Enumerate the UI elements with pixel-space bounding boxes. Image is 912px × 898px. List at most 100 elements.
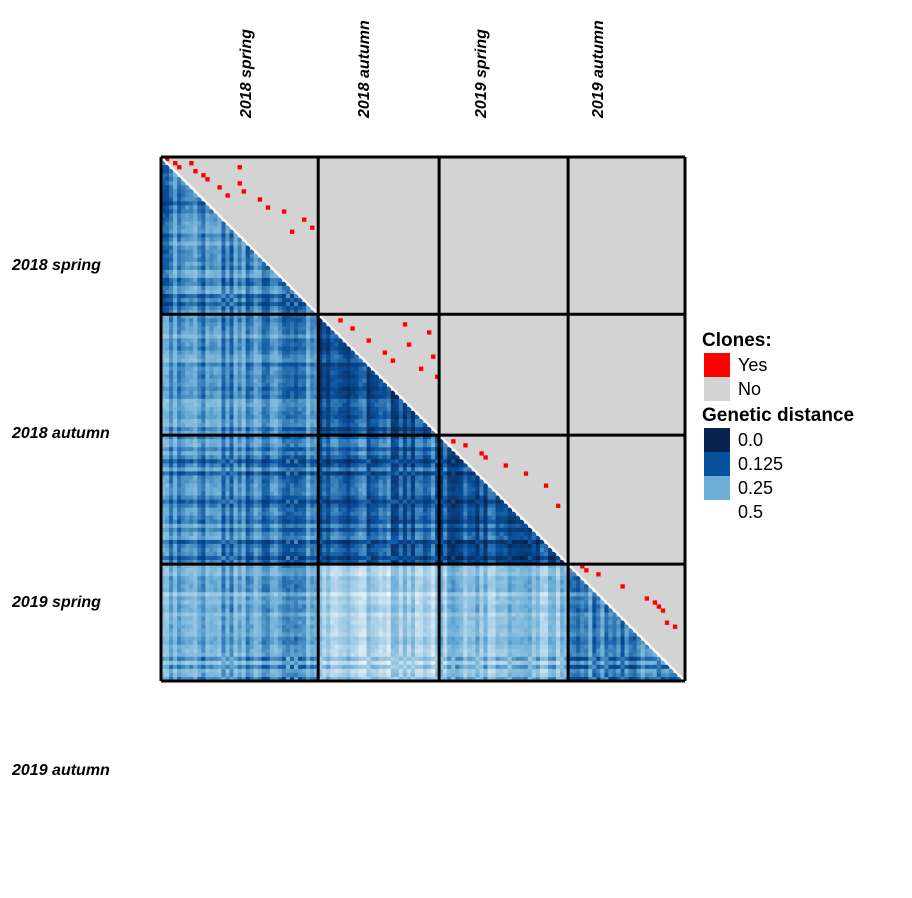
- distance-cell: [354, 366, 359, 371]
- distance-cell: [173, 535, 178, 541]
- distance-cell: [306, 382, 311, 388]
- distance-cell: [414, 447, 420, 452]
- distance-cell: [177, 354, 182, 359]
- distance-cell: [253, 350, 259, 355]
- distance-cell: [245, 245, 250, 251]
- distance-cell: [193, 334, 198, 339]
- distance-cell: [269, 366, 275, 371]
- distance-cell: [261, 547, 267, 553]
- distance-cell: [181, 217, 186, 222]
- distance-cell: [201, 515, 206, 521]
- distance-cell: [370, 431, 375, 436]
- distance-cell: [201, 201, 206, 206]
- distance-cell: [161, 273, 166, 279]
- distance-cell: [362, 535, 367, 541]
- distance-cell: [390, 527, 396, 533]
- distance-cell: [366, 515, 371, 521]
- distance-cell: [302, 306, 307, 311]
- distance-cell: [322, 495, 327, 500]
- distance-cell: [515, 547, 521, 553]
- distance-cell: [451, 552, 456, 557]
- distance-cell: [205, 213, 210, 218]
- distance-cell: [330, 539, 335, 545]
- distance-cell: [338, 552, 343, 557]
- distance-cell: [318, 503, 323, 508]
- distance-cell: [181, 410, 186, 416]
- distance-cell: [427, 451, 432, 456]
- distance-cell: [358, 406, 363, 412]
- distance-cell: [322, 326, 327, 331]
- distance-cell: [330, 531, 335, 537]
- distance-cell: [423, 443, 428, 448]
- distance-cell: [161, 398, 166, 404]
- distance-cell: [330, 459, 335, 464]
- distance-cell: [479, 519, 484, 525]
- distance-cell: [269, 273, 275, 279]
- distance-cell: [285, 483, 291, 488]
- distance-cell: [495, 519, 500, 525]
- distance-cell: [467, 547, 472, 553]
- distance-cell: [515, 523, 521, 529]
- distance-cell: [177, 535, 182, 541]
- distance-cell: [390, 539, 396, 545]
- distance-cell: [289, 443, 295, 448]
- distance-cell: [185, 414, 190, 420]
- distance-cell: [253, 519, 259, 525]
- distance-cell: [273, 302, 279, 307]
- distance-cell: [181, 398, 186, 404]
- distance-cell: [394, 419, 400, 424]
- distance-cell: [253, 285, 259, 291]
- distance-cell: [346, 419, 351, 424]
- distance-cell: [366, 427, 371, 432]
- distance-cell: [237, 265, 242, 271]
- distance-cell: [257, 354, 263, 359]
- distance-cell: [298, 414, 303, 420]
- distance-cell: [217, 543, 222, 549]
- distance-cell: [281, 310, 287, 315]
- distance-cell: [177, 265, 182, 271]
- distance-cell: [173, 560, 178, 565]
- distance-cell: [217, 322, 222, 327]
- distance-cell: [289, 475, 295, 480]
- distance-cell: [338, 503, 343, 508]
- distance-cell: [221, 495, 226, 500]
- distance-cell: [471, 471, 476, 476]
- distance-cell: [435, 479, 440, 484]
- distance-cell: [245, 475, 250, 480]
- distance-cell: [185, 378, 190, 384]
- distance-cell: [197, 547, 202, 553]
- distance-cell: [298, 539, 303, 545]
- distance-cell: [427, 435, 432, 440]
- distance-cell: [273, 310, 279, 315]
- distance-cell: [245, 503, 250, 508]
- distance-cell: [406, 515, 412, 521]
- distance-cell: [221, 338, 226, 343]
- distance-cell: [241, 298, 246, 303]
- distance-cell: [298, 394, 303, 400]
- distance-cell: [499, 507, 504, 513]
- distance-cell: [479, 523, 484, 529]
- distance-cell: [435, 443, 440, 448]
- distance-cell: [245, 370, 250, 375]
- distance-cell: [334, 350, 339, 355]
- distance-cell: [406, 451, 412, 456]
- distance-cell: [314, 390, 319, 396]
- distance-cell: [241, 503, 246, 508]
- distance-cell: [173, 334, 178, 339]
- distance-cell: [310, 350, 315, 355]
- distance-cell: [281, 495, 287, 500]
- distance-cell: [257, 366, 263, 371]
- distance-cell: [289, 370, 295, 375]
- distance-cell: [165, 374, 170, 379]
- distance-cell: [265, 362, 271, 367]
- distance-cell: [350, 535, 355, 541]
- distance-cell: [169, 382, 174, 388]
- distance-cell: [165, 475, 170, 480]
- distance-cell: [306, 427, 311, 432]
- distance-cell: [334, 362, 339, 367]
- distance-cell: [427, 439, 432, 444]
- distance-cell: [177, 378, 182, 384]
- distance-cell: [410, 507, 416, 513]
- distance-cell: [410, 503, 416, 508]
- distance-cell: [294, 443, 299, 448]
